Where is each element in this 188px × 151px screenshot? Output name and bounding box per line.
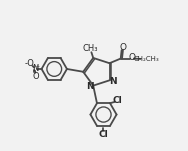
Text: CH₂CH₃: CH₂CH₃ bbox=[133, 56, 159, 62]
Text: N: N bbox=[32, 64, 38, 73]
Text: -O: -O bbox=[24, 59, 34, 68]
Text: +: + bbox=[34, 64, 39, 69]
Text: O: O bbox=[32, 72, 39, 81]
Text: O: O bbox=[128, 53, 135, 62]
Text: N: N bbox=[86, 82, 94, 91]
Text: O: O bbox=[119, 43, 126, 52]
Text: N: N bbox=[109, 77, 117, 86]
Text: Cl: Cl bbox=[113, 96, 123, 106]
Text: Cl: Cl bbox=[99, 130, 108, 139]
Text: CH₃: CH₃ bbox=[83, 44, 98, 53]
